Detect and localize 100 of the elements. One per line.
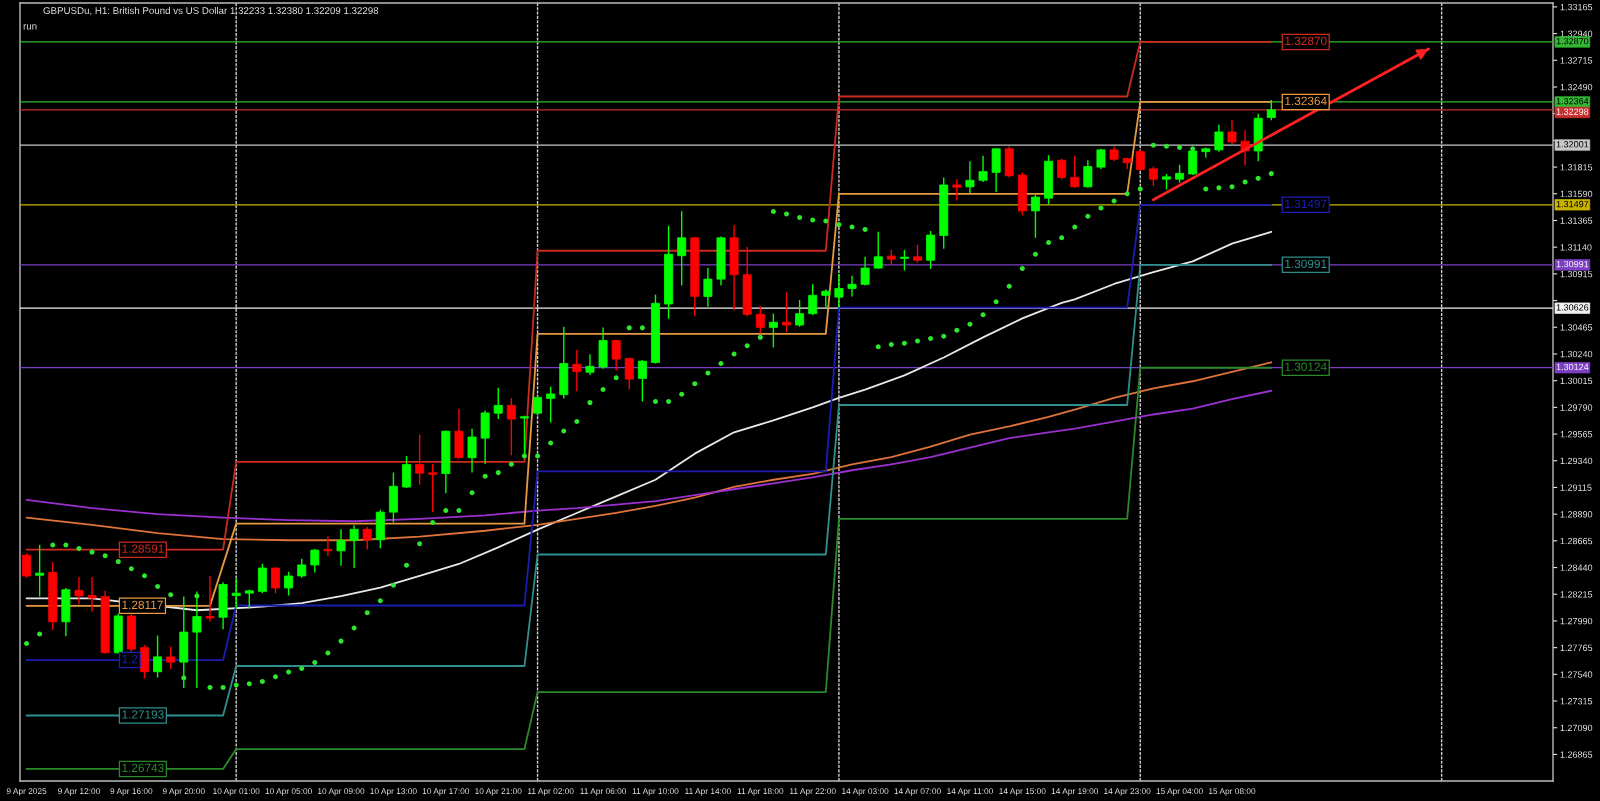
x-tick-label: 10 Apr 01:00	[213, 788, 260, 796]
x-tick-label: 10 Apr 09:00	[318, 788, 365, 796]
candlestick	[506, 397, 516, 456]
y-tick-label: 1.29115	[1560, 484, 1592, 491]
candlestick	[493, 387, 503, 420]
candlestick	[808, 283, 818, 316]
candlestick	[834, 273, 844, 309]
candlestick	[284, 571, 294, 597]
candlestick	[703, 267, 713, 308]
candlestick	[271, 566, 280, 594]
x-tick-label: 11 Apr 14:00	[685, 788, 731, 796]
candlestick	[978, 155, 988, 183]
x-tick-label: 14 Apr 11:00	[947, 788, 993, 796]
candlestick	[546, 386, 556, 424]
data-label: 1.27193	[122, 710, 164, 719]
x-tick-label: 11 Apr 06:00	[580, 788, 627, 796]
y-tick-label: 1.26865	[1560, 751, 1593, 758]
y-tick-label: 1.32940	[1560, 30, 1593, 37]
data-label: 1.28117	[122, 600, 163, 610]
data-label: 1.32364	[1285, 96, 1327, 106]
candlestick	[1266, 99, 1276, 122]
candlestick	[153, 634, 163, 679]
y-tick-label: 1.27090	[1560, 724, 1593, 732]
x-tick-label: 10 Apr 13:00	[370, 788, 417, 796]
candlestick	[257, 563, 267, 594]
y-tick-label: 1.31815	[1560, 164, 1593, 171]
candlestick	[74, 576, 84, 605]
candlestick	[310, 548, 320, 574]
y-tick-label: 1.30465	[1560, 324, 1593, 331]
candlestick	[297, 557, 307, 579]
candlestick	[860, 256, 870, 287]
candlestick	[87, 576, 97, 613]
y-tick-label: 1.31140	[1560, 244, 1592, 251]
text: run	[23, 24, 37, 30]
x-tick-label: 11 Apr 22:00	[790, 788, 836, 796]
x-tick-label: 9 Apr 16:00	[110, 788, 153, 796]
y-tick-label: 1.27765	[1560, 644, 1593, 651]
data-label: 1.26743	[122, 763, 164, 773]
candlestick	[873, 230, 883, 270]
x-tick-label: 10 Apr 05:00	[265, 788, 312, 796]
y-tick-label: 1.28440	[1560, 564, 1593, 571]
y-tick-label: 1.31590	[1560, 190, 1593, 198]
y-tick-label: 1.27540	[1560, 671, 1593, 678]
x-tick-label: 10 Apr 21:00	[475, 788, 522, 796]
y-tick-label: 1.29340	[1560, 457, 1593, 465]
y-tick-label: 1.27315	[1560, 698, 1593, 705]
x-tick-label: 11 Apr 02:00	[527, 788, 574, 796]
candlestick	[1135, 149, 1145, 172]
ref-line-label: 1.31497	[1556, 200, 1589, 208]
x-tick-label: 11 Apr 10:00	[632, 788, 679, 796]
y-tick-label: 1.27990	[1560, 617, 1593, 625]
annotation: 1.2	[122, 654, 138, 664]
ref-line-label: 1.32870	[1556, 37, 1589, 45]
x-tick-label: 9 Apr 20:00	[162, 788, 205, 796]
candlestick	[782, 291, 791, 333]
x-tick-label: 14 Apr 07:00	[894, 788, 941, 796]
y-tick-label: 1.28665	[1560, 537, 1593, 545]
candlestick	[1030, 194, 1040, 239]
y-tick-label: 1.30240	[1560, 350, 1593, 358]
candlestick	[323, 535, 333, 557]
candlestick	[991, 147, 1001, 193]
x-tick-label: 11 Apr 18:00	[737, 788, 784, 796]
x-tick-label: 14 Apr 03:00	[842, 788, 889, 796]
y-tick-label: 1.32490	[1560, 83, 1593, 91]
x-tick-label: 15 Apr 08:00	[1208, 788, 1256, 796]
candlestick	[572, 349, 582, 392]
candlestick	[533, 395, 543, 417]
data-label: 1.30991	[1285, 259, 1327, 269]
y-tick-label: 1.30015	[1560, 377, 1593, 385]
data-label: 1.30124	[1285, 362, 1327, 371]
candlestick	[428, 463, 438, 513]
candlestick	[1148, 165, 1158, 187]
candlestick	[166, 645, 176, 670]
candlestick	[821, 288, 831, 309]
x-tick-label: 15 Apr 04:00	[1156, 788, 1203, 796]
candlestick	[965, 160, 975, 194]
candlestick	[899, 249, 909, 272]
ref-line-label: 1.30991	[1556, 260, 1589, 268]
y-tick-label: 1.28890	[1560, 511, 1593, 518]
candlestick	[35, 544, 45, 598]
candlestick	[349, 524, 359, 569]
x-tick-label: 14 Apr 15:00	[999, 788, 1046, 796]
candlestick	[1188, 146, 1198, 176]
candlestick	[755, 305, 765, 335]
candlestick	[519, 414, 529, 458]
candlestick	[768, 312, 778, 349]
candlestick	[624, 357, 634, 391]
line-series	[25, 230, 1273, 612]
candlestick	[402, 455, 412, 489]
candlestick	[1057, 158, 1067, 181]
candlestick	[205, 575, 215, 623]
candlestick	[1227, 119, 1237, 145]
candlestick	[1070, 155, 1080, 189]
y-tick-label: 1.33165	[1560, 3, 1593, 11]
candlestick	[637, 359, 647, 403]
candlestick	[336, 528, 346, 567]
x-tick-label: 14 Apr 23:00	[1104, 788, 1151, 796]
candlestick	[847, 274, 857, 298]
candlestick	[415, 433, 425, 486]
x-tick-label: 9 Apr 2025	[6, 788, 47, 796]
